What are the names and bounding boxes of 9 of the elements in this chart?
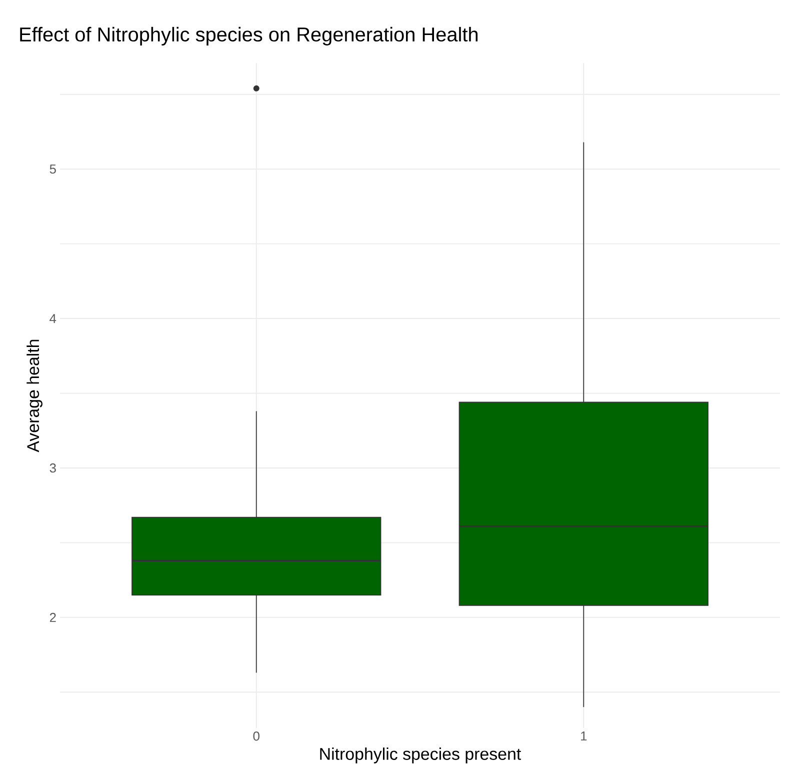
x-tick-label: 1 <box>581 732 587 740</box>
y-axis-title: Average health <box>26 340 42 452</box>
y-tick-label: 5 <box>50 164 56 174</box>
x-axis-title: Nitrophylic species present <box>320 748 522 764</box>
y-tick-label: 4 <box>50 314 56 323</box>
y-tick-label: 2 <box>50 612 56 622</box>
x-tick-label: 0 <box>253 732 260 741</box>
chart-title: Effect of Nitrophylic species on Regeneration Health <box>20 26 478 46</box>
y-tick-label: 3 <box>50 463 56 473</box>
